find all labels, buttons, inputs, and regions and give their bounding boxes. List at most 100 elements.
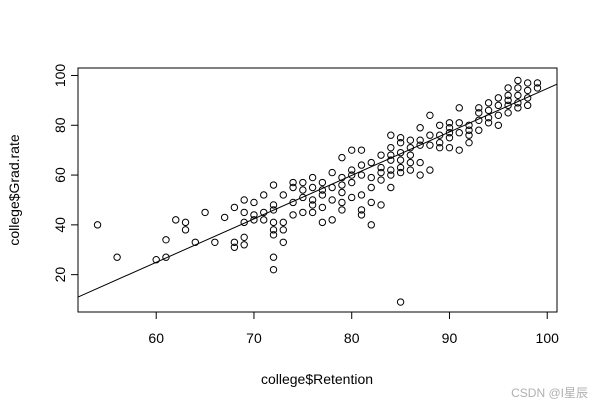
data-point	[435, 138, 444, 147]
data-point	[523, 101, 532, 110]
data-point	[465, 131, 473, 139]
data-point	[299, 186, 307, 194]
data-point	[435, 131, 444, 139]
data-point	[299, 208, 307, 217]
data-point	[396, 134, 405, 142]
data-point	[348, 146, 356, 154]
data-point	[377, 163, 385, 172]
data-point	[465, 126, 473, 134]
data-point	[435, 121, 444, 129]
data-point	[396, 138, 405, 147]
data-point	[377, 168, 385, 177]
data-point	[308, 208, 317, 217]
data-point	[377, 176, 385, 184]
data-point	[220, 213, 229, 222]
y-tick-label: 100	[52, 64, 68, 88]
data-point	[406, 151, 415, 159]
x-axis: 60 70 80 90 100	[148, 311, 560, 346]
data-point	[348, 166, 356, 174]
data-point	[475, 109, 483, 117]
y-tick-label: 40	[52, 217, 68, 233]
data-point	[279, 226, 287, 234]
data-point	[348, 178, 356, 187]
data-point	[475, 104, 483, 112]
data-point	[387, 131, 395, 139]
data-point	[240, 241, 248, 249]
data-point	[318, 203, 327, 212]
data-point	[494, 94, 503, 102]
data-point	[523, 86, 532, 95]
x-tick-label: 60	[148, 330, 164, 346]
data-point	[367, 158, 375, 167]
data-point	[181, 226, 190, 234]
data-point	[406, 143, 415, 152]
data-point	[387, 171, 395, 179]
data-point	[523, 94, 532, 102]
y-axis-title: college$Grad.rate	[6, 134, 22, 246]
data-point	[494, 111, 503, 120]
data-point	[201, 208, 209, 217]
data-point	[484, 106, 493, 115]
data-point	[396, 168, 405, 177]
data-point	[318, 191, 327, 199]
data-point	[445, 119, 454, 127]
data-point	[455, 104, 463, 112]
data-point	[113, 253, 121, 261]
data-point	[357, 146, 366, 154]
data-point	[338, 173, 346, 182]
data-point	[494, 101, 503, 110]
data-point	[240, 233, 248, 242]
data-point	[172, 216, 180, 224]
data-point	[514, 84, 522, 92]
data-point	[396, 148, 405, 157]
data-point	[308, 183, 317, 192]
data-point	[230, 238, 239, 246]
data-point	[328, 168, 336, 177]
data-point	[191, 238, 200, 246]
y-tick-label: 20	[52, 267, 68, 283]
data-point	[260, 191, 268, 199]
data-point	[240, 196, 248, 204]
data-point	[328, 196, 336, 204]
data-point	[338, 181, 346, 189]
plot-frame	[77, 67, 558, 313]
data-point	[426, 141, 434, 149]
data-point	[426, 131, 434, 139]
data-point	[269, 181, 278, 189]
data-point	[387, 183, 395, 192]
data-point	[396, 156, 405, 164]
data-point	[328, 216, 336, 224]
data-point	[338, 206, 346, 214]
data-point	[162, 236, 170, 244]
data-point	[396, 163, 405, 172]
data-point	[445, 129, 454, 137]
data-point	[299, 178, 307, 187]
data-point	[152, 256, 160, 264]
data-point	[523, 79, 532, 87]
data-point	[269, 231, 278, 239]
data-point	[504, 96, 512, 105]
data-point	[240, 218, 248, 227]
data-point	[377, 201, 385, 209]
data-point	[406, 136, 415, 144]
data-point	[318, 186, 327, 194]
data-point	[426, 166, 434, 174]
data-point	[250, 211, 258, 219]
y-axis: 20 40 60 80 100	[52, 64, 79, 283]
x-tick-label: 100	[536, 330, 560, 346]
data-point	[357, 206, 366, 214]
data-point	[289, 183, 297, 192]
data-point	[269, 253, 278, 261]
data-point	[504, 109, 512, 117]
x-axis-title: college$Retention	[261, 371, 373, 387]
data-point	[279, 238, 287, 246]
data-point	[181, 218, 190, 227]
watermark: CSDN @I星辰	[511, 386, 588, 400]
data-point	[484, 99, 493, 107]
regression-line	[77, 83, 558, 298]
data-point	[465, 121, 473, 129]
data-point	[514, 104, 522, 112]
x-tick-label: 90	[442, 330, 458, 346]
data-point	[269, 265, 278, 274]
